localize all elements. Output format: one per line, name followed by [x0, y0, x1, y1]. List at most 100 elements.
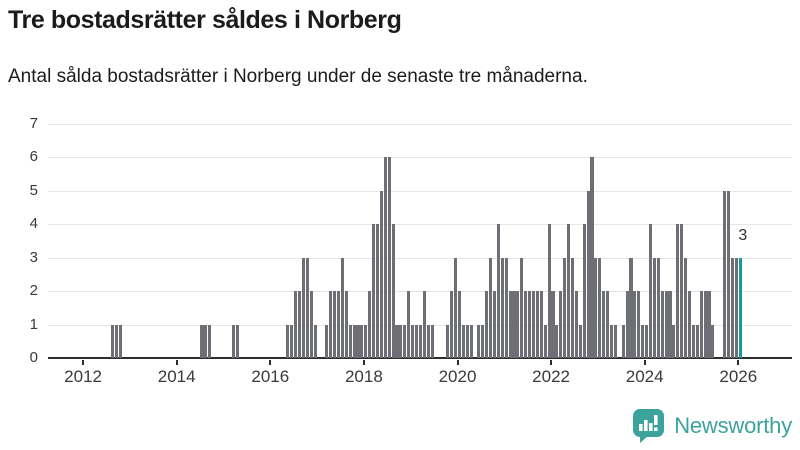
gridline	[48, 291, 792, 292]
bar	[672, 324, 676, 358]
y-axis-tick-label: 4	[29, 215, 38, 232]
bar	[559, 291, 563, 358]
bar	[492, 291, 497, 358]
newsworthy-logo-text: Newsworthy	[674, 413, 792, 438]
y-axis-tick-label: 0	[29, 349, 38, 366]
bar	[208, 324, 212, 358]
bar	[372, 224, 376, 358]
bar	[547, 224, 551, 358]
highlight-data-label: 3	[738, 226, 748, 244]
bar	[567, 224, 571, 358]
bar	[629, 257, 633, 358]
bar	[590, 157, 594, 358]
bar	[204, 324, 208, 358]
bar	[680, 224, 684, 358]
bar	[110, 324, 114, 358]
x-axis-tick-label: 2024	[625, 367, 664, 386]
bar	[730, 257, 734, 358]
bar	[598, 257, 602, 358]
gridline	[48, 157, 792, 158]
bar	[336, 291, 341, 358]
x-axis-tick-label: 2020	[438, 367, 477, 386]
bar	[539, 291, 543, 358]
x-axis-tickmark	[175, 359, 178, 365]
bar	[633, 291, 637, 358]
bar	[520, 257, 524, 358]
bar	[465, 324, 469, 358]
bar	[387, 157, 391, 358]
bar	[418, 324, 422, 358]
bar	[531, 291, 536, 358]
bar	[325, 324, 329, 358]
bar	[734, 257, 738, 358]
bar	[676, 224, 680, 358]
bar	[414, 324, 419, 358]
bar	[699, 291, 703, 358]
bar	[348, 324, 352, 358]
x-axis-tickmark	[643, 359, 646, 365]
bar	[383, 157, 387, 358]
y-axis-tick-label: 3	[29, 248, 38, 266]
bar	[426, 324, 430, 358]
bar	[703, 291, 707, 358]
x-axis-tick-label: 2026	[719, 367, 758, 386]
bar	[551, 291, 555, 358]
bar	[469, 324, 473, 358]
bar	[461, 324, 465, 358]
x-axis-tick-label: 2016	[251, 367, 290, 386]
bar	[118, 324, 122, 358]
gridline	[48, 123, 792, 125]
bar	[329, 291, 333, 358]
bar	[340, 257, 344, 358]
y-axis-tick-label: 6	[29, 148, 38, 165]
bar	[625, 291, 629, 358]
bar	[723, 190, 727, 358]
y-axis-tick-label: 5	[29, 181, 38, 199]
bar	[691, 324, 695, 358]
gridline	[48, 257, 792, 259]
bar	[648, 224, 653, 358]
bar	[528, 291, 532, 358]
x-axis-tick-label: 2022	[532, 367, 570, 386]
bar	[364, 324, 368, 358]
bar	[641, 324, 645, 358]
bar	[652, 257, 656, 358]
x-axis-tick-label: 2014	[157, 367, 196, 386]
bar	[508, 291, 512, 358]
bar	[477, 324, 481, 358]
bar	[399, 324, 403, 358]
bar	[726, 190, 731, 358]
bar	[660, 291, 664, 358]
bar	[570, 257, 575, 358]
bar	[687, 291, 692, 358]
bar	[481, 324, 485, 358]
bar	[504, 257, 508, 358]
bar	[613, 324, 617, 358]
bar	[563, 257, 567, 358]
bar	[407, 291, 411, 358]
bar	[301, 257, 305, 358]
bar	[395, 324, 399, 358]
bar	[360, 324, 364, 358]
newsworthy-logo: Newsworthy	[630, 407, 792, 445]
bar	[516, 291, 520, 358]
bar	[578, 324, 582, 358]
bar	[450, 291, 454, 358]
bar	[305, 257, 309, 358]
bar	[668, 291, 672, 358]
bar	[695, 324, 699, 358]
bar	[333, 291, 337, 358]
x-axis-line	[48, 357, 792, 359]
bar	[114, 324, 118, 358]
bar	[391, 224, 395, 358]
bar	[313, 324, 317, 358]
bar	[637, 291, 641, 358]
bar-highlighted	[738, 257, 742, 358]
bar	[375, 224, 380, 358]
x-axis-tickmark	[82, 359, 85, 365]
bar	[457, 291, 461, 358]
bar	[235, 324, 239, 358]
x-axis-tickmark	[362, 359, 365, 365]
bar	[621, 324, 625, 358]
bar	[485, 291, 489, 358]
